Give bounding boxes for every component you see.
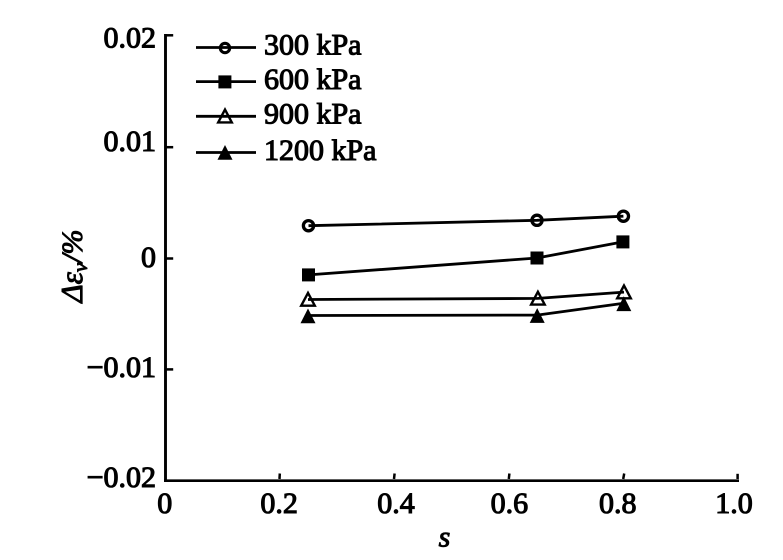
svg-text:1.0: 1.0 (715, 487, 753, 520)
svg-text:900 kPa: 900 kPa (264, 98, 362, 131)
svg-text:s: s (439, 521, 451, 554)
svg-text:0.01: 0.01 (104, 125, 157, 158)
svg-text:0.02: 0.02 (104, 22, 157, 55)
svg-text:−0.01: −0.01 (87, 351, 156, 384)
svg-text:0.2: 0.2 (260, 487, 298, 520)
svg-text:0.6: 0.6 (491, 487, 529, 520)
svg-text:0: 0 (157, 487, 172, 520)
svg-text:300 kPa: 300 kPa (264, 29, 362, 62)
svg-text:600 kPa: 600 kPa (264, 63, 362, 96)
svg-text:0.4: 0.4 (377, 487, 415, 520)
svg-text:−0.02: −0.02 (87, 461, 156, 494)
svg-text:1200 kPa: 1200 kPa (264, 134, 377, 167)
svg-text:Δεv/%: Δεv/% (54, 229, 92, 304)
svg-text:0: 0 (141, 241, 156, 274)
svg-text:0.8: 0.8 (599, 487, 637, 520)
